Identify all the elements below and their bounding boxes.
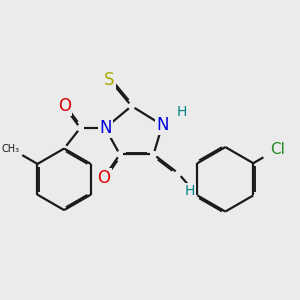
Text: S: S (104, 71, 115, 89)
Text: CH₃: CH₃ (2, 143, 20, 154)
Text: N: N (99, 119, 111, 137)
Text: Cl: Cl (270, 142, 285, 157)
Text: N: N (156, 116, 169, 134)
Text: H: H (185, 184, 195, 198)
Text: O: O (97, 169, 110, 187)
Text: H: H (176, 105, 187, 119)
Text: O: O (58, 97, 70, 115)
